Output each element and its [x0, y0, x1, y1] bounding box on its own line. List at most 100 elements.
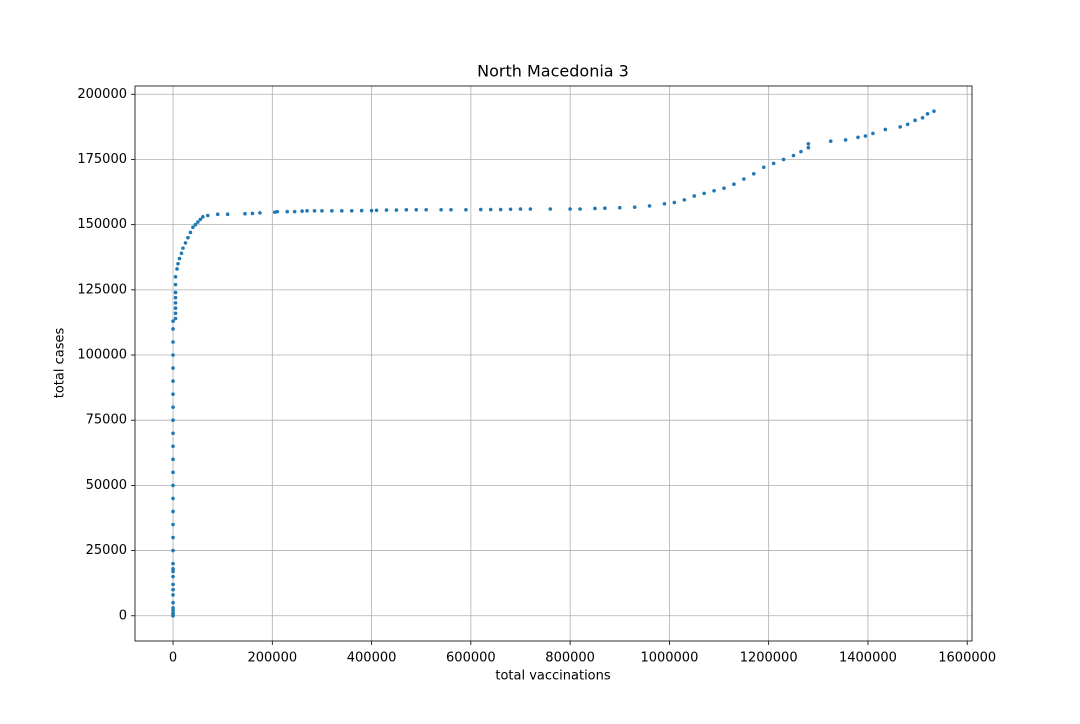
point — [340, 209, 344, 213]
x-tick-label: 600000 — [446, 651, 496, 666]
point — [898, 125, 903, 129]
point — [171, 470, 175, 475]
point — [171, 561, 175, 566]
point — [414, 207, 419, 212]
point — [171, 483, 175, 488]
point — [171, 457, 175, 462]
point — [781, 157, 786, 162]
point — [177, 256, 182, 261]
point — [171, 431, 175, 436]
point — [603, 206, 607, 211]
y-tick-label: 0 — [119, 608, 127, 623]
point — [171, 535, 175, 540]
y-tick-label: 125000 — [77, 282, 127, 297]
point — [905, 122, 910, 127]
y-tick-label: 25000 — [86, 543, 127, 558]
point — [171, 418, 175, 423]
point — [404, 207, 409, 212]
point — [464, 207, 468, 212]
point — [201, 215, 205, 219]
point — [330, 209, 334, 213]
x-tick-label: 1000000 — [640, 651, 698, 666]
point — [173, 301, 178, 305]
point — [181, 246, 185, 250]
y-tick-label: 100000 — [77, 348, 127, 363]
point — [439, 207, 443, 212]
x-axis-label: total vaccinations — [495, 669, 611, 684]
y-tick-label: 150000 — [77, 217, 127, 232]
point — [578, 207, 582, 211]
point — [171, 392, 175, 396]
point — [171, 353, 175, 357]
point — [791, 153, 796, 158]
point — [171, 522, 175, 527]
point — [312, 209, 317, 213]
point — [568, 207, 572, 211]
point — [732, 182, 736, 187]
point — [173, 275, 178, 279]
point — [883, 127, 888, 132]
point — [196, 220, 200, 224]
point — [359, 208, 364, 213]
point — [173, 311, 178, 316]
point — [518, 207, 523, 211]
point — [171, 379, 175, 383]
point — [171, 548, 175, 553]
point — [171, 569, 175, 574]
point — [843, 138, 848, 142]
point — [171, 611, 175, 615]
point — [183, 241, 188, 245]
point — [682, 198, 687, 202]
point — [871, 131, 875, 136]
point — [171, 593, 175, 597]
point — [171, 444, 175, 449]
point — [171, 340, 175, 344]
point — [173, 282, 178, 287]
point — [712, 188, 716, 193]
point — [171, 405, 175, 409]
point — [258, 211, 262, 215]
y-tick-label: 200000 — [77, 87, 127, 102]
x-tick-label: 1600000 — [938, 651, 996, 666]
point — [305, 209, 309, 213]
point — [349, 209, 354, 213]
point — [193, 222, 198, 227]
x-tick-label: 800000 — [545, 651, 595, 666]
point — [478, 207, 483, 212]
point — [806, 145, 811, 150]
point — [171, 574, 175, 579]
point — [173, 295, 178, 300]
point — [498, 207, 503, 212]
point — [593, 206, 597, 211]
point — [179, 251, 184, 256]
point — [920, 115, 925, 120]
point — [225, 212, 230, 217]
point — [863, 134, 868, 138]
y-tick-label: 75000 — [86, 413, 127, 428]
point — [692, 194, 697, 198]
point — [548, 207, 553, 211]
plot-frame — [134, 85, 973, 642]
point — [171, 567, 175, 571]
point — [932, 109, 936, 114]
point — [771, 161, 776, 166]
point — [761, 165, 766, 170]
x-tick-label: 200000 — [247, 651, 297, 666]
point — [374, 208, 379, 213]
point — [647, 204, 652, 208]
point — [171, 366, 175, 370]
point — [173, 316, 178, 321]
point — [171, 327, 175, 331]
y-axis-label: total cases — [53, 328, 68, 399]
point — [672, 200, 677, 205]
point — [394, 208, 399, 212]
point — [186, 235, 190, 240]
point — [176, 261, 180, 266]
x-tick-label: 0 — [169, 651, 177, 666]
chart-title: North Macedonia 3 — [477, 62, 629, 81]
point — [171, 582, 175, 587]
point — [243, 211, 247, 216]
point — [369, 208, 374, 213]
